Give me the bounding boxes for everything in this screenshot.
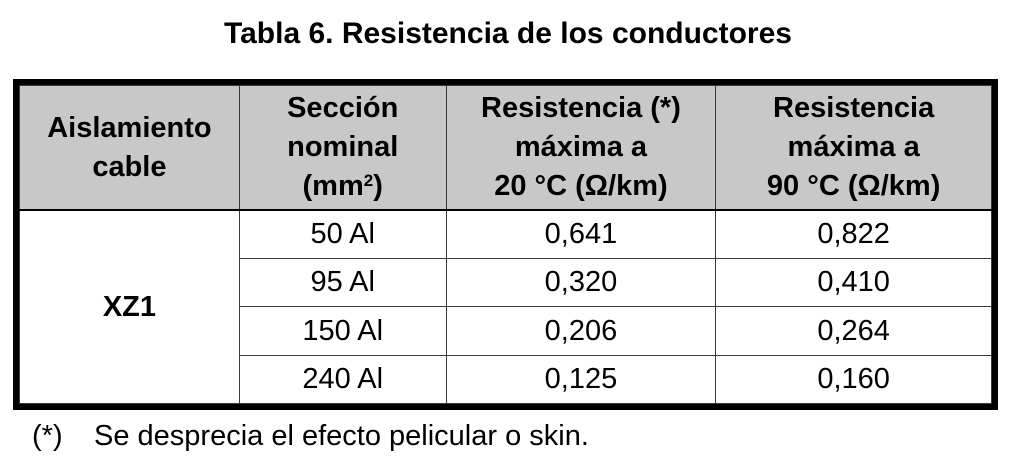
header-line: 20 °C (Ω/km) [494, 170, 668, 202]
resistance-20c-cell: 0,320 [445, 258, 717, 308]
section-cell: 50 Al [238, 209, 447, 260]
header-line: Sección [287, 92, 399, 124]
header-line: 90 °C (Ω/km) [766, 170, 941, 202]
footnote-mark: (*) [32, 420, 63, 452]
header-line: máxima a [787, 131, 920, 163]
resistance-90c-cell: 0,410 [715, 258, 992, 308]
table-row: 240 Al 0,125 0,160 [20, 354, 992, 405]
resistance-20c-cell: 0,641 [445, 209, 717, 260]
header-line: Resistencia (*) [481, 92, 681, 124]
header-line: Aislamiento [47, 111, 212, 144]
table-row: 95 Al 0,320 0,410 [20, 258, 992, 308]
footnote: (*) Se desprecia el efecto pelicular o sk… [32, 416, 589, 456]
header-line: nominal [287, 131, 399, 163]
resistance-table: Aislamiento cable Sección nominal (mm2) … [19, 85, 992, 405]
resistance-20c-cell: 0,206 [445, 306, 717, 356]
section-cell: 240 Al [238, 354, 447, 405]
section-cell: 95 Al [238, 258, 447, 308]
resistance-90c-cell: 0,822 [715, 209, 992, 260]
header-resistance-90c: Resistencia máxima a 90 °C (Ω/km) [715, 85, 992, 211]
header-row: Aislamiento cable Sección nominal (mm2) … [19, 85, 992, 211]
table-row: XZ1 50 Al 0,641 0,822 [19, 209, 992, 404]
insulation-type-cell: XZ1 [19, 209, 240, 404]
resistance-20c-cell: 0,125 [445, 354, 717, 405]
header-line: máxima a [514, 131, 648, 163]
table-title: Tabla 6. Resistencia de los conductores [224, 17, 792, 50]
header-line: cable [92, 150, 167, 183]
unit-superscript: 2 [363, 171, 374, 190]
header-line: Resistencia [773, 92, 935, 124]
resistance-90c-cell: 0,264 [715, 306, 992, 356]
resistance-table-frame: Aislamiento cable Sección nominal (mm2) … [13, 79, 998, 410]
footnote-text: Se desprecia el efecto pelicular o skin. [94, 420, 589, 452]
header-line: (mm2) [240, 167, 446, 206]
header-resistance-20c: Resistencia (*) máxima a 20 °C (Ω/km) [445, 85, 717, 211]
header-section: Sección nominal (mm2) [238, 85, 447, 211]
unit-prefix: (mm [302, 170, 364, 202]
section-cell: 150 Al [238, 306, 447, 356]
header-insulation: Aislamiento cable [19, 85, 240, 211]
resistance-90c-cell: 0,160 [715, 354, 992, 405]
unit-suffix: ) [373, 170, 383, 202]
